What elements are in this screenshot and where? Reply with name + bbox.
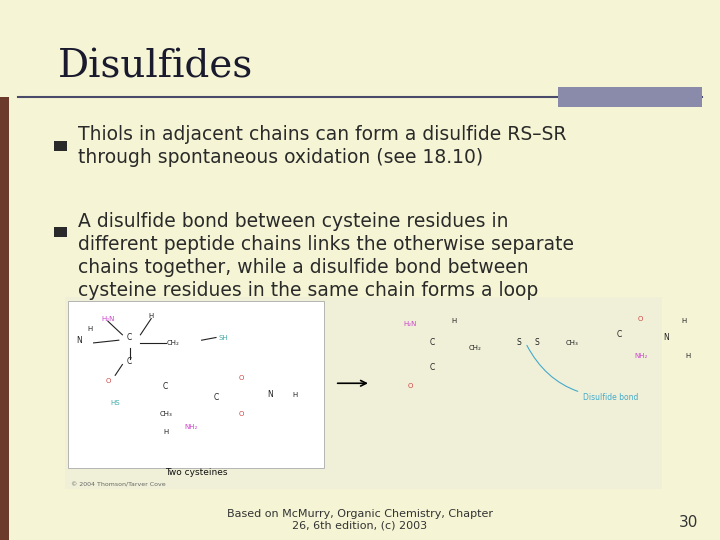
Text: CH₂: CH₂	[166, 340, 179, 346]
Bar	[65, 297, 662, 489]
Text: H: H	[685, 353, 690, 360]
Text: H: H	[681, 318, 687, 325]
Text: C: C	[213, 393, 219, 402]
Text: S: S	[534, 339, 539, 347]
Text: CH₃: CH₃	[159, 410, 172, 416]
Text: N: N	[76, 336, 82, 345]
Bar	[558, 87, 702, 107]
Text: S: S	[516, 339, 521, 347]
Text: H: H	[451, 318, 456, 325]
Text: C: C	[429, 339, 435, 347]
Text: © 2004 Thomson/Tarver Cove: © 2004 Thomson/Tarver Cove	[71, 482, 165, 487]
Text: H₂N: H₂N	[102, 315, 114, 322]
Text: O: O	[638, 315, 644, 322]
Text: H: H	[87, 326, 93, 333]
Text: C: C	[163, 382, 168, 391]
Text: C: C	[616, 330, 622, 339]
Bar	[54, 141, 67, 151]
Text: C: C	[127, 357, 132, 366]
Text: H: H	[163, 429, 168, 435]
Text: O: O	[238, 410, 244, 416]
Text: HS: HS	[110, 400, 120, 406]
Text: CH₃: CH₃	[566, 340, 579, 346]
Text: H: H	[292, 392, 298, 397]
Text: O: O	[238, 375, 244, 381]
Text: N: N	[267, 390, 273, 399]
Bar	[68, 301, 324, 468]
Text: Disulfide bond: Disulfide bond	[527, 346, 639, 402]
Text: chains together, while a disulfide bond between: chains together, while a disulfide bond …	[78, 258, 528, 277]
Text: H₂N: H₂N	[404, 321, 417, 327]
Text: C: C	[127, 333, 132, 342]
Text: Based on McMurry, Organic Chemistry, Chapter
26, 6th edition, (c) 2003: Based on McMurry, Organic Chemistry, Cha…	[227, 509, 493, 530]
Text: A disulfide bond between cysteine residues in: A disulfide bond between cysteine residu…	[78, 212, 508, 231]
Text: NH₂: NH₂	[634, 353, 647, 360]
Text: Two cysteines: Two cysteines	[165, 468, 228, 477]
Bar	[0, 97, 9, 540]
Text: CH₂: CH₂	[469, 345, 482, 352]
Text: NH₂: NH₂	[184, 424, 197, 430]
Text: Thiols in adjacent chains can form a disulfide RS–SR: Thiols in adjacent chains can form a dis…	[78, 125, 566, 144]
Text: through spontaneous oxidation (see 18.10): through spontaneous oxidation (see 18.10…	[78, 148, 483, 167]
Text: C: C	[429, 363, 435, 372]
Text: O: O	[408, 383, 413, 389]
Bar	[54, 227, 67, 237]
Text: N: N	[663, 333, 669, 342]
Text: H: H	[148, 313, 154, 319]
Text: different peptide chains links the otherwise separate: different peptide chains links the other…	[78, 235, 574, 254]
Text: O: O	[105, 377, 111, 384]
Text: Disulfides: Disulfides	[58, 49, 253, 86]
Text: 30: 30	[679, 515, 698, 530]
Text: cysteine residues in the same chain forms a loop: cysteine residues in the same chain form…	[78, 281, 538, 300]
Text: SH: SH	[218, 334, 228, 341]
